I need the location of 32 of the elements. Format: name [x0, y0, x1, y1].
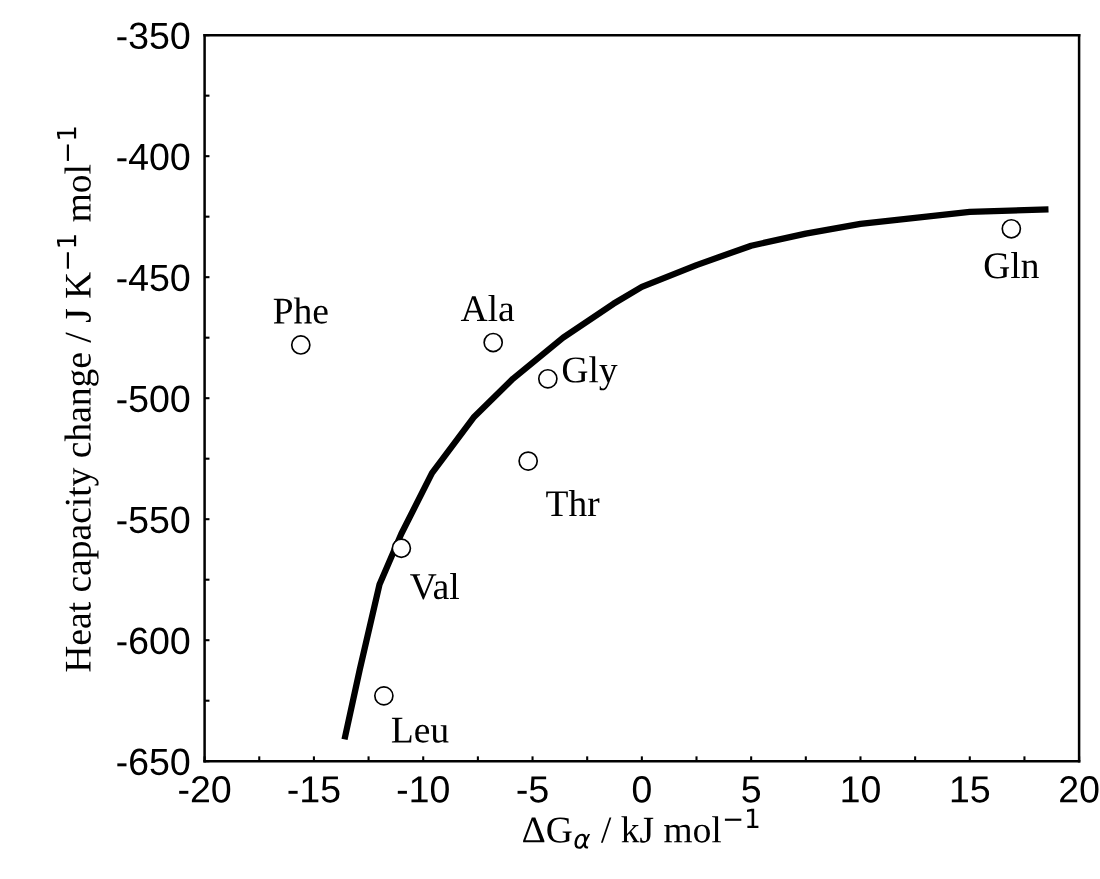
x-tick-label: 5: [742, 776, 761, 803]
annotation: Thr: [546, 489, 600, 516]
point: [373, 685, 394, 706]
annotation: Val: [410, 572, 459, 600]
x-tick-label: 15: [951, 776, 990, 803]
x-tick-label: -20: [179, 776, 231, 803]
point: [391, 538, 412, 559]
y-tick-label: -450: [117, 264, 190, 292]
x-tick-label: 20: [1060, 776, 1099, 803]
annotation: Phe: [273, 297, 328, 324]
annotation: Leu: [391, 717, 449, 743]
x-tick-label: -10: [397, 776, 449, 803]
y-tick-label: -500: [117, 385, 190, 413]
y-tick-label: -550: [117, 506, 190, 534]
x-tick-label: -15: [288, 776, 340, 803]
y-axis-title: Heat capacity change / J K$^{−1}$ mol$^{−1}$: [57, 127, 99, 672]
point: [290, 335, 311, 355]
annotation: Gly: [562, 356, 618, 391]
x-tick-label: 0: [632, 776, 651, 803]
x-axis-title: ΔG$_{α}$ / kJ mol$^{−1}$: [523, 808, 759, 849]
point: [483, 332, 504, 353]
point: [518, 451, 539, 472]
y-tick-label: -650: [117, 748, 190, 776]
x-tick-label: -5: [517, 776, 548, 803]
y-tick-label: -400: [117, 143, 190, 171]
y-tick-label: -600: [117, 627, 190, 655]
annotation: Gln: [984, 252, 1039, 279]
x-tick-label: 10: [842, 776, 880, 803]
y-tick-label: -350: [117, 22, 190, 50]
annotation: Ala: [460, 294, 515, 322]
point: [537, 368, 558, 389]
point: [1001, 218, 1022, 239]
